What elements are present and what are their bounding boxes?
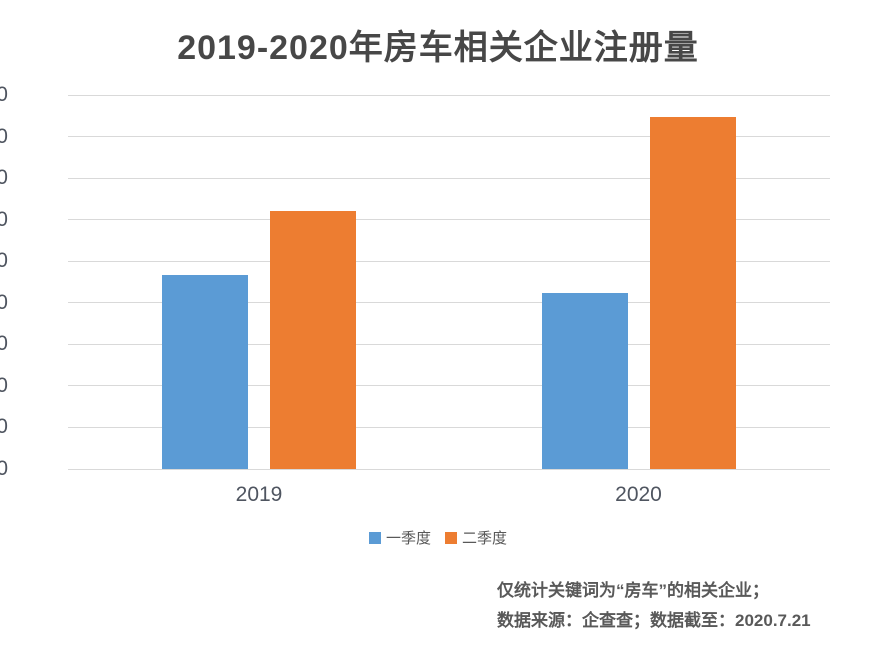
gridline-500	[68, 260, 830, 262]
footnote: 仅统计关键词为“房车”的相关企业； 数据来源：企查查；数据截至：2020.7.2…	[497, 576, 811, 636]
y-tick-label: 600	[0, 207, 8, 231]
chart-title: 2019-2020年房车相关企业注册量	[177, 29, 699, 67]
legend-label: 一季度	[385, 530, 431, 547]
y-tick-label: 900	[0, 83, 8, 106]
legend-swatch-icon	[445, 531, 457, 544]
gridline-900	[68, 94, 830, 96]
legend-swatch-icon	[368, 531, 381, 544]
y-tick-label: 200	[0, 373, 8, 397]
legend-item-一季度: 一季度	[368, 527, 431, 548]
x-tick-label: 2019	[235, 483, 283, 506]
footnote-line-1: 仅统计关键词为“房车”的相关企业；	[497, 581, 769, 600]
y-tick-label: 500	[0, 249, 8, 273]
x-tick-label: 2020	[615, 483, 662, 506]
y-tick-label: 700	[0, 166, 8, 190]
bar-2020-二季度	[649, 116, 736, 469]
y-tick-label: 0	[0, 457, 8, 480]
gridline-600	[68, 219, 830, 221]
gridline-400	[68, 302, 830, 304]
legend-label: 二季度	[462, 530, 508, 547]
y-tick-label: 800	[0, 124, 8, 148]
legend: 一季度 二季度	[0, 527, 876, 548]
gridline-700	[68, 177, 830, 179]
bar-2019-一季度	[162, 275, 248, 469]
y-tick-label: 100	[0, 415, 8, 439]
bar-2020-一季度	[541, 292, 628, 469]
y-tick-label: 300	[0, 332, 8, 356]
gridline-300	[68, 343, 830, 345]
gridline-0	[68, 468, 830, 470]
y-tick-label: 400	[0, 290, 8, 314]
legend-item-二季度: 二季度	[445, 527, 507, 548]
gridline-200	[68, 385, 830, 387]
gridline-100	[68, 426, 830, 428]
footnote-line-2: 数据来源：企查查；数据截至：2020.7.21	[497, 611, 811, 630]
bar-2019-二季度	[270, 210, 356, 469]
gridline-800	[68, 136, 830, 138]
plot-area: 0 100 200 300 400 500 600 700 800 900 2019 2020	[0, 83, 830, 506]
